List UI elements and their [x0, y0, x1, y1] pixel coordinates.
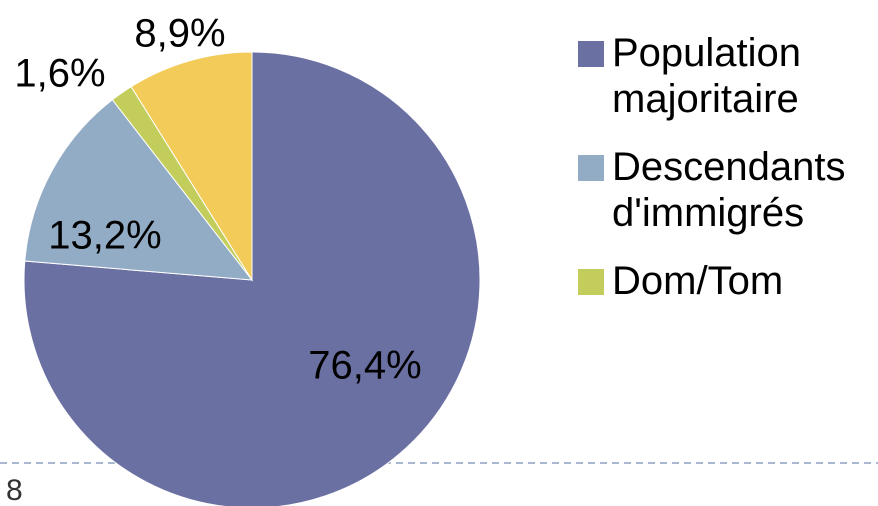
data-label: 8,9%	[134, 12, 225, 56]
legend-item: Population majoritaire	[578, 30, 848, 122]
pie-slice	[130, 51, 253, 282]
data-label: 76,4%	[308, 344, 421, 388]
legend-label: Dom/Tom	[612, 259, 784, 303]
legend-label: Population majoritaire	[612, 31, 802, 121]
legend: Population majoritaire Descendants d'immi…	[578, 30, 848, 326]
pie-slice	[23, 51, 481, 506]
legend-swatch	[578, 155, 604, 181]
legend-swatch	[578, 269, 604, 295]
legend-item: Descendants d'immigrés	[578, 144, 848, 236]
legend-item: Dom/Tom	[578, 258, 848, 304]
legend-label: Descendants d'immigrés	[612, 145, 846, 235]
pie-slice	[24, 99, 254, 281]
page-number: 8	[6, 474, 23, 506]
data-label: 13,2%	[48, 214, 161, 258]
data-label: 1,6%	[14, 52, 105, 96]
legend-swatch	[578, 41, 604, 67]
